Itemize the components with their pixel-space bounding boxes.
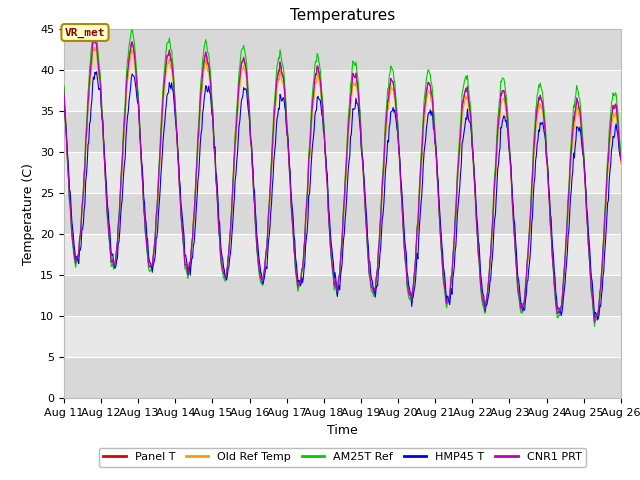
AM25T Ref [60, 83, 68, 88]
HMP45 T [60, 93, 68, 99]
HMP45 T [70, 242, 78, 248]
Old Ref Temp [428, 98, 435, 104]
Bar [64, 70, 621, 111]
CNR1 PRT [185, 266, 193, 272]
AM25T Ref [128, 27, 136, 33]
Panel T [428, 90, 435, 96]
CNR1 PRT [214, 213, 222, 218]
Old Ref Temp [128, 47, 136, 53]
CNR1 PRT [411, 265, 419, 271]
Panel T [185, 267, 193, 273]
Bar [64, 316, 621, 357]
HMP45 T [185, 268, 193, 274]
Text: VR_met: VR_met [65, 27, 105, 37]
Panel T [214, 208, 222, 214]
Panel T [60, 85, 68, 91]
CNR1 PRT [60, 89, 68, 95]
Panel T [70, 249, 78, 255]
AM25T Ref [90, 24, 97, 29]
Panel T [128, 39, 136, 45]
Line: AM25T Ref: AM25T Ref [64, 26, 621, 326]
AM25T Ref [411, 266, 419, 272]
CNR1 PRT [70, 251, 78, 257]
AM25T Ref [70, 255, 78, 261]
X-axis label: Time: Time [327, 424, 358, 437]
Panel T [617, 154, 625, 159]
AM25T Ref [591, 324, 598, 329]
Bar [64, 111, 621, 152]
Old Ref Temp [591, 319, 598, 324]
HMP45 T [617, 156, 625, 161]
Old Ref Temp [411, 269, 419, 275]
Bar [64, 193, 621, 234]
Bar [64, 357, 621, 398]
Panel T [91, 36, 99, 42]
Old Ref Temp [617, 161, 625, 167]
HMP45 T [428, 112, 435, 118]
Y-axis label: Temperature (C): Temperature (C) [22, 163, 35, 264]
Old Ref Temp [91, 44, 99, 50]
CNR1 PRT [128, 39, 136, 45]
AM25T Ref [214, 213, 222, 219]
HMP45 T [594, 317, 602, 323]
Bar [64, 275, 621, 316]
Line: Old Ref Temp: Old Ref Temp [64, 47, 621, 322]
Line: Panel T: Panel T [64, 39, 621, 321]
AM25T Ref [185, 270, 193, 276]
Legend: Panel T, Old Ref Temp, AM25T Ref, HMP45 T, CNR1 PRT: Panel T, Old Ref Temp, AM25T Ref, HMP45 … [99, 448, 586, 467]
HMP45 T [411, 284, 419, 289]
Old Ref Temp [185, 267, 193, 273]
CNR1 PRT [617, 157, 625, 163]
Old Ref Temp [60, 93, 68, 98]
Old Ref Temp [214, 212, 222, 217]
CNR1 PRT [591, 319, 598, 325]
Bar [64, 234, 621, 275]
Bar [64, 29, 621, 70]
HMP45 T [93, 69, 100, 75]
Old Ref Temp [70, 250, 78, 256]
CNR1 PRT [428, 91, 435, 97]
AM25T Ref [428, 80, 435, 85]
Line: CNR1 PRT: CNR1 PRT [64, 39, 621, 322]
Panel T [591, 318, 598, 324]
HMP45 T [214, 200, 222, 205]
AM25T Ref [617, 150, 625, 156]
Line: HMP45 T: HMP45 T [64, 72, 621, 320]
HMP45 T [128, 71, 136, 77]
Title: Temperatures: Temperatures [290, 9, 395, 24]
Bar [64, 152, 621, 193]
CNR1 PRT [90, 36, 97, 42]
Panel T [411, 268, 419, 274]
